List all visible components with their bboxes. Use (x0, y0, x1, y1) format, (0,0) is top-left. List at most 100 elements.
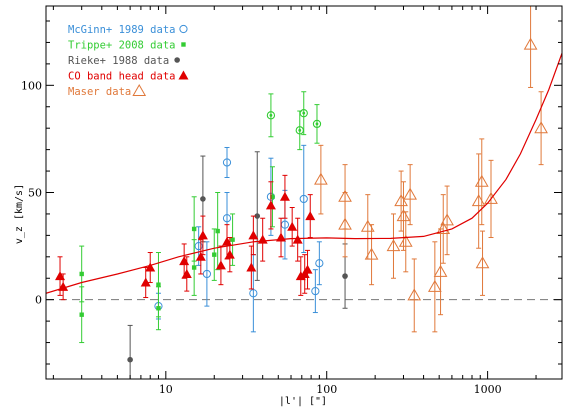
data-point (312, 104, 322, 144)
marker (287, 221, 298, 231)
data-point (145, 252, 156, 284)
data-point (140, 267, 151, 299)
data-point (211, 228, 217, 281)
marker (394, 194, 408, 207)
marker (364, 247, 379, 260)
series-2 (266, 91, 322, 151)
marker (360, 219, 375, 232)
data-point (202, 241, 211, 307)
legend: McGinn+ 1989 data Trippe+ 2008 data Rieke+… (68, 24, 189, 98)
marker (79, 271, 84, 277)
y-axis-title: v_z [km/s] (14, 184, 25, 244)
marker (265, 200, 276, 210)
legend-label: CO band head data (68, 71, 175, 83)
data-point (386, 213, 401, 279)
data-point (407, 258, 422, 333)
series-1 (79, 166, 275, 344)
data-point (279, 174, 290, 219)
data-point (265, 181, 276, 230)
marker (230, 237, 235, 242)
x-tick-label: 100 (316, 383, 337, 396)
data-point (338, 192, 352, 258)
data-point (215, 192, 221, 271)
marker (315, 259, 324, 268)
legend-marker (132, 83, 147, 96)
legend-marker (181, 42, 186, 47)
legend-marker (174, 57, 180, 63)
marker (215, 260, 226, 270)
series-3 (127, 151, 348, 379)
marker (181, 268, 192, 278)
data-point (394, 170, 408, 232)
data-point (179, 243, 190, 279)
marker (338, 217, 352, 230)
marker (407, 288, 422, 301)
data-point (195, 239, 206, 275)
marker (302, 264, 313, 274)
series-5 (314, 6, 548, 333)
x-tick-label: 1000 (474, 383, 502, 396)
data-point (224, 237, 235, 273)
model-curve (46, 52, 562, 294)
marker (484, 191, 498, 204)
marker (191, 265, 197, 270)
legend-label: Rieke+ 1988 data (68, 55, 169, 67)
data-point (181, 256, 192, 292)
data-point (427, 241, 442, 333)
marker (55, 271, 66, 281)
marker (312, 119, 322, 129)
marker (222, 158, 232, 167)
data-point (302, 249, 313, 290)
marker (249, 289, 258, 298)
marker (191, 226, 197, 232)
data-point (436, 194, 451, 264)
axes: 10 100 1000 0 50 100 (21, 5, 563, 396)
marker (179, 256, 190, 266)
data-point (440, 185, 454, 256)
data-point (433, 228, 448, 316)
data-point (266, 93, 276, 138)
marker (156, 306, 161, 311)
data-point (534, 91, 548, 166)
x-axis-title: |l'| ["] (279, 396, 327, 407)
marker (534, 121, 548, 134)
marker (156, 282, 161, 287)
data-point (254, 151, 261, 281)
marker (523, 37, 538, 50)
marker (215, 228, 220, 234)
marker (311, 287, 320, 296)
marker (270, 194, 275, 199)
marker (222, 214, 232, 223)
marker (279, 191, 290, 201)
data-point (287, 207, 298, 247)
data-point (257, 217, 268, 262)
data-point (299, 91, 308, 136)
legend-label: McGinn+ 1989 data (68, 24, 175, 36)
marker (254, 213, 261, 219)
marker (79, 312, 84, 317)
marker (145, 262, 156, 272)
marker (342, 273, 348, 279)
y-tick-label: 50 (28, 187, 42, 200)
plot-area (46, 6, 562, 379)
data-point (248, 215, 259, 256)
marker (248, 230, 259, 240)
data-point (246, 245, 257, 290)
marker (299, 194, 308, 204)
data-point (215, 245, 226, 286)
data-point (292, 217, 303, 262)
data-point (79, 286, 85, 344)
data-point (403, 164, 417, 226)
data-point (127, 324, 133, 379)
data-point (305, 194, 316, 239)
marker (257, 234, 268, 244)
marker (266, 111, 276, 120)
marker (440, 213, 454, 226)
data-point (315, 241, 324, 286)
marker (474, 174, 489, 187)
marker (398, 234, 413, 247)
marker (212, 252, 217, 257)
y-tick-label: 0 (35, 294, 42, 307)
x-tick-label: 10 (159, 383, 173, 396)
data-point (155, 286, 161, 331)
